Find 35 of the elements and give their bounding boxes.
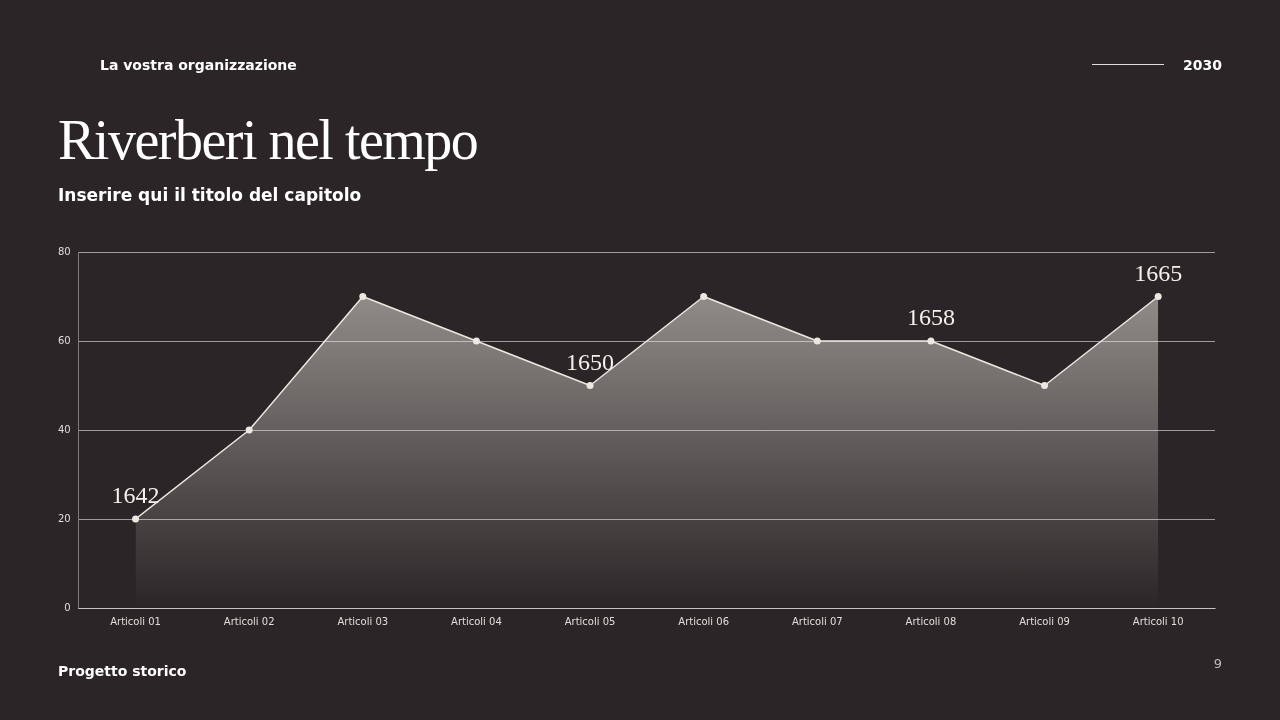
y-tick-label: 0 <box>64 601 71 613</box>
text: Progetto storico <box>58 663 187 679</box>
x-tick-label: Articoli 07 <box>791 615 843 627</box>
x-tick-label: Articoli 02 <box>223 615 275 627</box>
x-tick-label: Articoli 03 <box>337 615 389 627</box>
annotation: 1642 <box>111 482 160 509</box>
point <box>813 337 821 345</box>
y-tick-label: 60 <box>57 334 71 346</box>
y-tick-label: 20 <box>57 512 71 524</box>
y-tick-label: 80 <box>57 245 71 257</box>
point <box>245 426 253 434</box>
text: La vostra organizzazione <box>100 57 297 73</box>
x-tick-label: Articoli 06 <box>678 615 730 627</box>
point <box>132 515 140 523</box>
point <box>1041 382 1049 389</box>
point <box>586 382 594 389</box>
x-tick-label: Articoli 01 <box>110 615 161 627</box>
point <box>927 337 935 345</box>
point <box>700 293 708 300</box>
annotation: 1658 <box>906 304 955 331</box>
point <box>472 337 480 345</box>
x-tick-label: Articoli 08 <box>905 615 957 627</box>
x-tick-label: Articoli 05 <box>564 615 616 627</box>
y-tick-label: 40 <box>57 423 71 435</box>
x-tick-label: Articoli 04 <box>451 615 502 627</box>
text: 2030 <box>1183 57 1222 73</box>
point <box>359 293 367 300</box>
point <box>1154 293 1162 300</box>
chart-subtitle: Inserire qui il titolo del capitolo <box>58 185 362 205</box>
annotation: 1650 <box>566 348 615 375</box>
text: 9 <box>1213 656 1222 671</box>
chart-title: Riverberi nel tempo <box>58 108 478 172</box>
x-tick-label: Articoli 10 <box>1132 615 1184 627</box>
x-tick-label: Articoli 09 <box>1019 615 1070 627</box>
annotation: 1665 <box>1134 259 1183 286</box>
